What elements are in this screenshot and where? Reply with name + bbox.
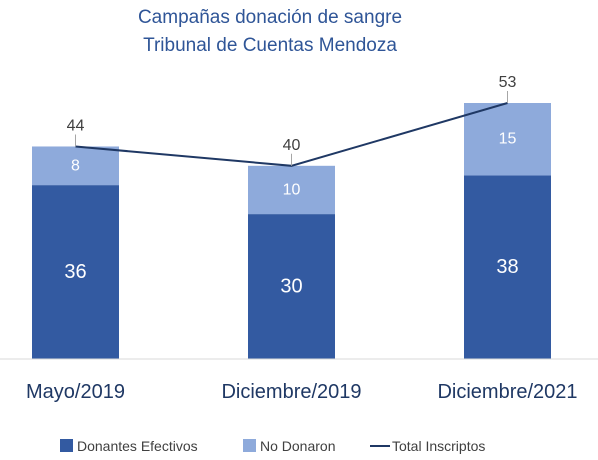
data-label-donantes-efectivos-2: 30	[280, 276, 302, 298]
bars-layer: 36 8 30 10 38 15	[32, 103, 551, 359]
bar-no-donaron-2	[248, 165, 335, 215]
data-label-donantes-efectivos-3: 38	[496, 256, 518, 278]
chart-subtitle: Tribunal de Cuentas Mendoza	[143, 35, 397, 56]
legend-label-donantes-efectivos: Donantes Efectivos	[77, 438, 198, 454]
data-label-no-donaron-3: 15	[499, 131, 517, 148]
category-label-2: Diciembre/2019	[221, 381, 361, 403]
data-label-donantes-efectivos-1: 36	[64, 261, 86, 283]
legend: Donantes Efectivos No Donaron Total Inscri…	[60, 438, 485, 454]
total-label-2: 40	[283, 137, 301, 154]
legend-label-no-donaron: No Donaron	[260, 438, 336, 454]
chart-title: Campañas donación de sangre	[138, 7, 402, 28]
bar-donantes-efectivos-1	[32, 185, 119, 359]
category-labels: Mayo/2019 Diciembre/2019 Diciembre/2021	[26, 381, 578, 403]
legend-swatch-donantes-efectivos	[60, 439, 73, 452]
total-line-layer: 44 40 53	[67, 74, 517, 167]
legend-label-total-inscriptos: Total Inscriptos	[392, 438, 485, 454]
legend-swatch-no-donaron	[243, 439, 256, 452]
data-label-no-donaron-2: 10	[283, 181, 301, 198]
bar-no-donaron-1	[32, 146, 119, 186]
total-label-1: 44	[67, 117, 85, 134]
total-inscriptos-line	[75, 102, 508, 167]
category-label-3: Diciembre/2021	[437, 381, 577, 403]
total-label-3: 53	[499, 74, 517, 91]
data-label-no-donaron-1: 8	[71, 157, 80, 174]
bar-donantes-efectivos-2	[248, 214, 335, 359]
category-label-1: Mayo/2019	[26, 381, 125, 403]
bar-no-donaron-3	[464, 103, 551, 176]
bar-donantes-efectivos-3	[464, 175, 551, 359]
